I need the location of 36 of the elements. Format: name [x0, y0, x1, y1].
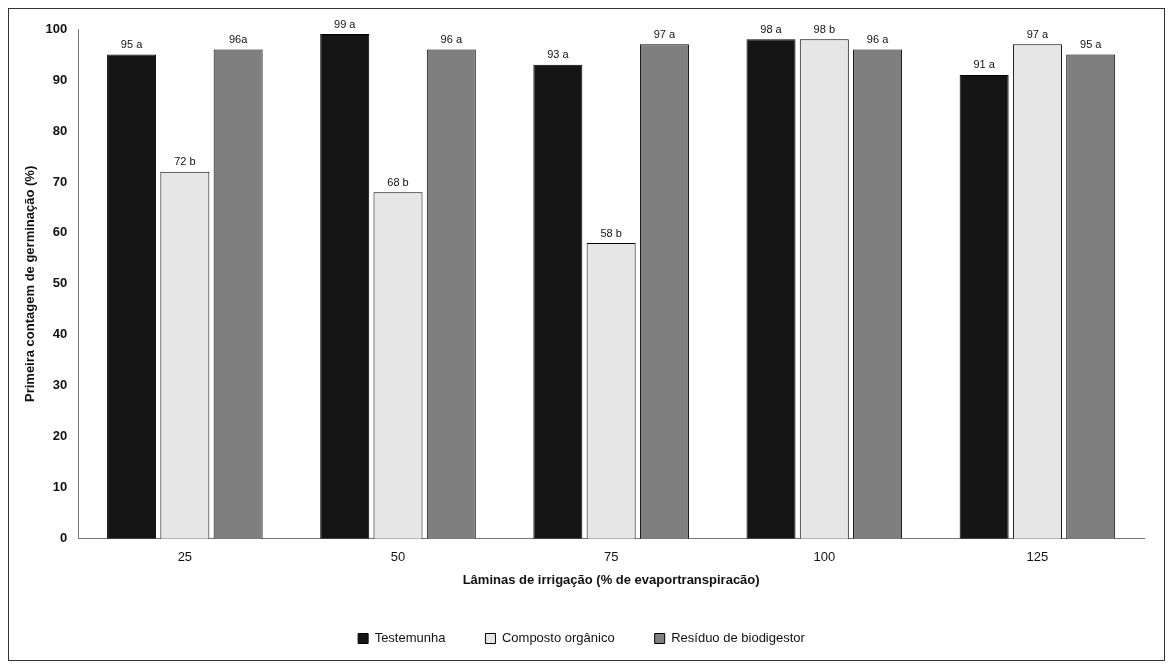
data-label: 98 a: [760, 22, 783, 35]
y-tick-label: 90: [52, 71, 68, 87]
y-tick-label: 50: [52, 275, 68, 291]
legend-label: Composto orgânico: [501, 630, 615, 646]
data-label: 58 b: [600, 226, 622, 239]
x-tick-label: 100: [813, 549, 836, 565]
x-tick-label: 125: [1026, 549, 1049, 565]
x-tick-label: 25: [177, 549, 193, 565]
x-axis-title: Lâminas de irrigação (% de evaportranspiracão): [462, 571, 760, 587]
data-label: 96 a: [866, 32, 890, 45]
y-tick-label: 60: [52, 224, 68, 240]
data-label: 97 a: [1026, 27, 1050, 40]
data-label: 95 a: [1080, 38, 1103, 51]
x-tick-label: 75: [603, 549, 619, 565]
y-axis-title: Primeira contagem de germinação (%): [22, 165, 38, 403]
data-label: 96a: [228, 32, 249, 45]
data-label: 91 a: [973, 58, 996, 71]
y-tick-label: 70: [52, 173, 68, 189]
y-tick-label: 100: [45, 20, 68, 36]
y-tick-label: 20: [52, 428, 68, 444]
y-tick-label: 40: [52, 326, 68, 342]
y-tick-label: 10: [52, 479, 68, 495]
legend-label: Resíduo de biodigestor: [671, 630, 806, 646]
data-label: 93 a: [547, 48, 570, 61]
y-tick-label: 30: [52, 377, 68, 393]
data-label: 96 a: [440, 32, 463, 45]
x-tick-label: 50: [390, 549, 406, 565]
data-label: 99 a: [334, 17, 357, 30]
legend-label: Testemunha: [374, 630, 447, 646]
data-label: 68 b: [387, 175, 409, 188]
data-label: 72 b: [174, 155, 196, 168]
y-tick-label: 0: [60, 530, 68, 546]
y-tick-label: 80: [52, 122, 68, 138]
data-label: 98 b: [813, 22, 835, 35]
data-label: 97 a: [653, 27, 677, 40]
data-label: 95 a: [120, 38, 144, 51]
